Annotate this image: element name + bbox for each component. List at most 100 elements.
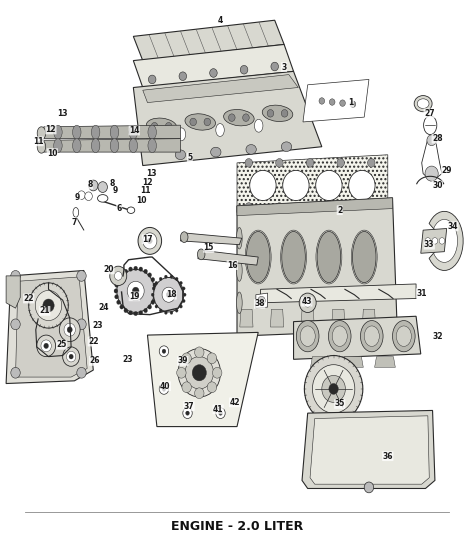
Circle shape: [312, 365, 355, 413]
Circle shape: [183, 408, 192, 419]
Circle shape: [337, 159, 345, 167]
Circle shape: [154, 289, 157, 293]
Text: 23: 23: [122, 355, 133, 364]
Text: 12: 12: [46, 125, 56, 134]
Ellipse shape: [175, 150, 186, 160]
Circle shape: [186, 411, 190, 415]
Polygon shape: [301, 309, 314, 327]
Circle shape: [159, 277, 162, 280]
Circle shape: [207, 382, 217, 393]
Polygon shape: [44, 125, 181, 138]
Ellipse shape: [148, 138, 156, 153]
Circle shape: [258, 296, 265, 305]
Ellipse shape: [129, 138, 137, 153]
Polygon shape: [422, 137, 442, 179]
Polygon shape: [133, 20, 284, 61]
Text: 10: 10: [47, 149, 57, 157]
Ellipse shape: [392, 321, 415, 352]
Text: 4: 4: [218, 16, 223, 25]
Text: 14: 14: [129, 126, 139, 135]
Circle shape: [148, 273, 152, 277]
Text: 32: 32: [432, 332, 443, 341]
Circle shape: [77, 270, 86, 281]
Circle shape: [228, 114, 235, 121]
Circle shape: [153, 283, 157, 287]
Circle shape: [283, 170, 309, 201]
Circle shape: [190, 118, 197, 126]
Circle shape: [245, 203, 253, 212]
Polygon shape: [310, 416, 429, 484]
Circle shape: [425, 237, 431, 244]
Circle shape: [276, 159, 283, 167]
Ellipse shape: [54, 138, 62, 153]
Text: 21: 21: [39, 306, 50, 315]
Circle shape: [44, 343, 48, 348]
Polygon shape: [271, 309, 283, 327]
Circle shape: [120, 273, 124, 277]
Text: 5: 5: [187, 153, 192, 162]
Circle shape: [162, 349, 166, 353]
Ellipse shape: [37, 140, 46, 153]
Circle shape: [159, 384, 169, 394]
Text: 19: 19: [129, 292, 139, 301]
Polygon shape: [133, 44, 293, 88]
Ellipse shape: [246, 144, 256, 154]
Ellipse shape: [210, 147, 221, 157]
Circle shape: [165, 122, 172, 130]
Text: 1: 1: [348, 98, 354, 107]
Polygon shape: [421, 228, 447, 253]
Circle shape: [427, 135, 437, 146]
Ellipse shape: [414, 96, 432, 112]
Circle shape: [367, 159, 375, 167]
Polygon shape: [6, 270, 93, 384]
Circle shape: [281, 110, 288, 117]
Text: 17: 17: [142, 235, 153, 244]
Circle shape: [159, 346, 169, 357]
Circle shape: [367, 203, 375, 212]
Circle shape: [144, 308, 147, 313]
Ellipse shape: [181, 232, 188, 242]
Circle shape: [425, 166, 438, 181]
Circle shape: [117, 278, 120, 282]
Ellipse shape: [224, 109, 254, 126]
Ellipse shape: [424, 116, 437, 135]
Ellipse shape: [317, 232, 341, 282]
Ellipse shape: [237, 227, 242, 249]
Polygon shape: [240, 309, 253, 327]
Circle shape: [329, 99, 335, 105]
Text: 42: 42: [229, 398, 240, 407]
Circle shape: [306, 159, 314, 167]
Circle shape: [319, 98, 325, 104]
Circle shape: [134, 266, 137, 270]
Text: 11: 11: [33, 137, 44, 146]
Text: 13: 13: [57, 109, 68, 118]
Text: 20: 20: [104, 265, 114, 274]
Circle shape: [143, 233, 157, 249]
Text: 16: 16: [227, 261, 237, 269]
Circle shape: [159, 309, 162, 312]
Circle shape: [250, 170, 276, 201]
Circle shape: [349, 170, 375, 201]
Circle shape: [78, 191, 85, 200]
Polygon shape: [429, 212, 463, 270]
Circle shape: [180, 281, 182, 285]
Text: 24: 24: [99, 302, 109, 312]
Circle shape: [66, 351, 76, 362]
Polygon shape: [302, 411, 435, 489]
Ellipse shape: [127, 207, 135, 214]
Circle shape: [117, 269, 155, 313]
Text: 13: 13: [146, 169, 156, 178]
Ellipse shape: [37, 127, 46, 140]
Ellipse shape: [98, 195, 108, 202]
Circle shape: [304, 355, 363, 423]
Circle shape: [124, 269, 128, 274]
Text: 23: 23: [93, 321, 103, 330]
Circle shape: [128, 267, 132, 271]
Circle shape: [115, 283, 118, 287]
Text: 7: 7: [72, 217, 77, 227]
Ellipse shape: [396, 326, 411, 346]
Circle shape: [180, 305, 182, 308]
Circle shape: [182, 299, 185, 302]
Ellipse shape: [129, 125, 137, 139]
Polygon shape: [332, 309, 345, 327]
